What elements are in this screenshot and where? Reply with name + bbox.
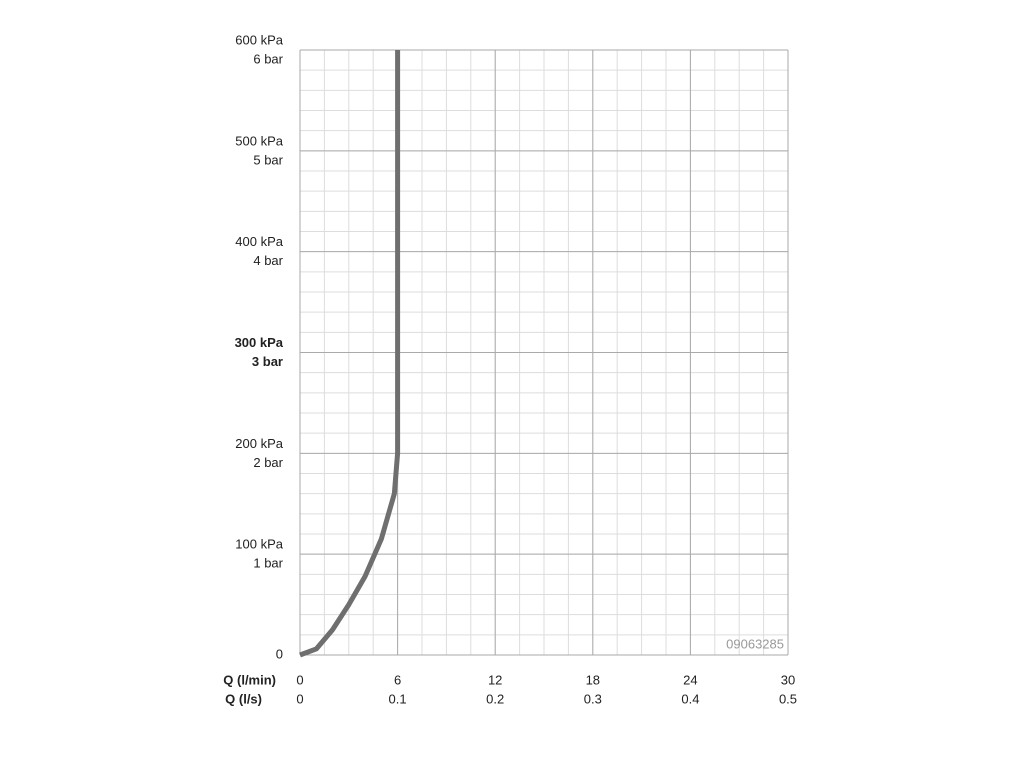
y-tick-label: 500 kPa xyxy=(235,133,283,148)
y-tick-sublabel: 4 bar xyxy=(253,253,283,268)
annotation: 09063285 xyxy=(726,636,784,651)
y-tick-sublabel: 6 bar xyxy=(253,51,283,66)
y-tick-label: 100 kPa xyxy=(235,537,283,552)
x2-tick-label: 0.2 xyxy=(486,691,504,706)
x-tick-label: 12 xyxy=(488,672,502,687)
flow-curve xyxy=(299,50,401,658)
y-tick-sublabel: 3 bar xyxy=(252,354,283,369)
y-tick-sublabel: 2 bar xyxy=(253,455,283,470)
y-tick-label: 0 xyxy=(276,646,283,661)
x-tick-label: 30 xyxy=(781,672,795,687)
x-tick-label: 18 xyxy=(586,672,600,687)
x-tick-label: 24 xyxy=(683,672,697,687)
x2-tick-label: 0.1 xyxy=(389,691,407,706)
y-tick-sublabel: 1 bar xyxy=(253,556,283,571)
x-tick-label: 0 xyxy=(296,672,303,687)
y-tick-label: 200 kPa xyxy=(235,436,283,451)
x2-axis-label: Q (l/s) xyxy=(225,691,262,706)
x2-tick-label: 0.3 xyxy=(584,691,602,706)
x2-tick-label: 0 xyxy=(296,691,303,706)
y-tick-label: 600 kPa xyxy=(235,32,283,47)
y-tick-label: 400 kPa xyxy=(235,234,283,249)
x-tick-label: 6 xyxy=(394,672,401,687)
y-tick-sublabel: 5 bar xyxy=(253,152,283,167)
x-axis-label: Q (l/min) xyxy=(223,672,276,687)
x2-tick-label: 0.4 xyxy=(681,691,699,706)
x2-tick-label: 0.5 xyxy=(779,691,797,706)
y-tick-label: 300 kPa xyxy=(235,335,284,350)
